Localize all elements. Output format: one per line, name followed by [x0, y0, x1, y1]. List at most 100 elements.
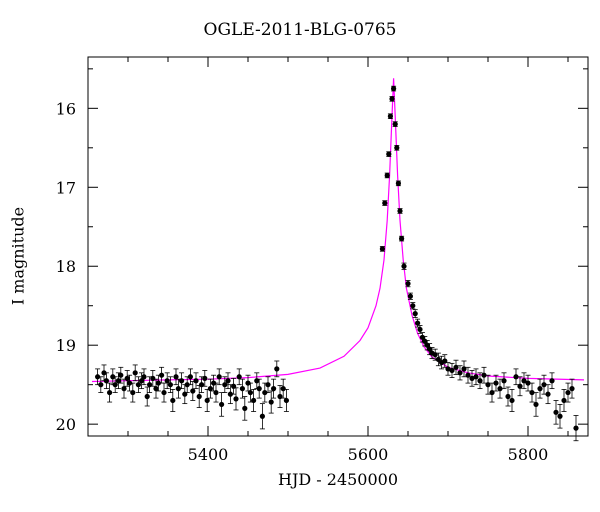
- data-point: [417, 326, 423, 333]
- data-point: [107, 389, 113, 396]
- y-tick-label: 18: [56, 257, 76, 276]
- data-point: [401, 263, 407, 269]
- data-point: [461, 366, 467, 372]
- data-point: [517, 383, 523, 389]
- data-point: [549, 378, 555, 384]
- data-point: [190, 388, 196, 394]
- data-point: [465, 372, 471, 378]
- data-point: [509, 397, 515, 404]
- data-point: [219, 401, 225, 408]
- data-point: [227, 391, 233, 397]
- data-point: [173, 374, 179, 380]
- data-point: [422, 338, 428, 344]
- data-point: [265, 382, 271, 388]
- data-point: [225, 378, 231, 384]
- data-point: [175, 386, 181, 392]
- data-point: [271, 386, 277, 392]
- data-point: [553, 409, 559, 415]
- data-point: [170, 397, 176, 404]
- data-point: [412, 311, 418, 317]
- data-point: [196, 393, 202, 400]
- model-curve: [91, 78, 585, 383]
- x-axis-label: HJD - 2450000: [277, 470, 399, 489]
- data-point: [222, 382, 228, 388]
- data-point: [481, 372, 487, 378]
- data-point: [130, 389, 136, 396]
- data-point: [407, 293, 413, 299]
- data-point: [239, 386, 245, 392]
- data-point: [124, 375, 130, 381]
- data-point: [161, 389, 167, 396]
- axis-ticks: 5400 5600 5800 16 17 18 19 20: [56, 57, 588, 464]
- data-point: [493, 380, 499, 386]
- data-point: [410, 303, 416, 309]
- y-tick-label: 16: [56, 99, 76, 118]
- data-point: [259, 413, 265, 419]
- data-point: [541, 382, 547, 388]
- data-point: [187, 374, 193, 380]
- y-axis-label: I magnitude: [8, 206, 28, 306]
- data-point: [392, 121, 398, 127]
- data-point: [505, 393, 511, 400]
- data-point: [449, 367, 455, 374]
- data-point: [132, 370, 138, 376]
- data-point: [399, 236, 405, 242]
- data-point: [95, 374, 101, 380]
- data-point: [179, 378, 185, 384]
- data-point: [477, 378, 483, 384]
- data-points-layer: [95, 85, 579, 442]
- data-point: [103, 378, 109, 384]
- data-point: [445, 366, 451, 372]
- data-point: [118, 372, 124, 378]
- data-point: [473, 374, 479, 380]
- data-point: [391, 85, 397, 92]
- data-point: [573, 425, 579, 431]
- data-point: [121, 386, 127, 392]
- data-point: [389, 96, 395, 102]
- y-tick-label: 20: [56, 415, 76, 434]
- data-point: [207, 386, 213, 392]
- data-point: [159, 372, 165, 378]
- data-point: [485, 382, 491, 388]
- data-point: [153, 386, 159, 392]
- data-point: [497, 386, 503, 392]
- data-point: [525, 380, 531, 386]
- data-point: [268, 399, 274, 405]
- data-point: [155, 380, 161, 386]
- data-point: [513, 374, 519, 380]
- data-point: [529, 389, 535, 396]
- data-point: [397, 208, 403, 214]
- data-point: [242, 405, 248, 411]
- data-point: [233, 396, 239, 402]
- x-tick-label: 5600: [348, 445, 389, 464]
- data-point: [565, 389, 571, 396]
- model-curve-layer: [91, 78, 585, 383]
- data-point: [386, 151, 392, 157]
- plot-frame: [87, 56, 589, 437]
- data-point: [135, 382, 141, 388]
- data-point: [537, 386, 543, 392]
- data-point: [561, 397, 567, 404]
- data-point: [453, 364, 459, 370]
- data-point: [283, 397, 289, 404]
- data-point: [384, 172, 390, 179]
- data-point: [184, 382, 190, 388]
- y-tick-label: 17: [56, 178, 76, 197]
- data-point: [469, 375, 475, 381]
- data-point: [262, 389, 268, 396]
- data-point: [280, 386, 286, 392]
- data-point: [394, 145, 400, 151]
- data-point: [139, 378, 145, 384]
- data-point: [247, 389, 253, 396]
- data-point: [98, 382, 104, 388]
- data-point: [533, 401, 539, 408]
- x-tick-label: 5400: [188, 445, 229, 464]
- data-point: [144, 393, 150, 400]
- chart-title: OGLE-2011-BLG-0765: [203, 20, 397, 40]
- data-point: [557, 413, 563, 419]
- data-point: [236, 374, 242, 380]
- data-point: [112, 382, 118, 388]
- data-point: [415, 320, 421, 326]
- data-point: [274, 366, 280, 372]
